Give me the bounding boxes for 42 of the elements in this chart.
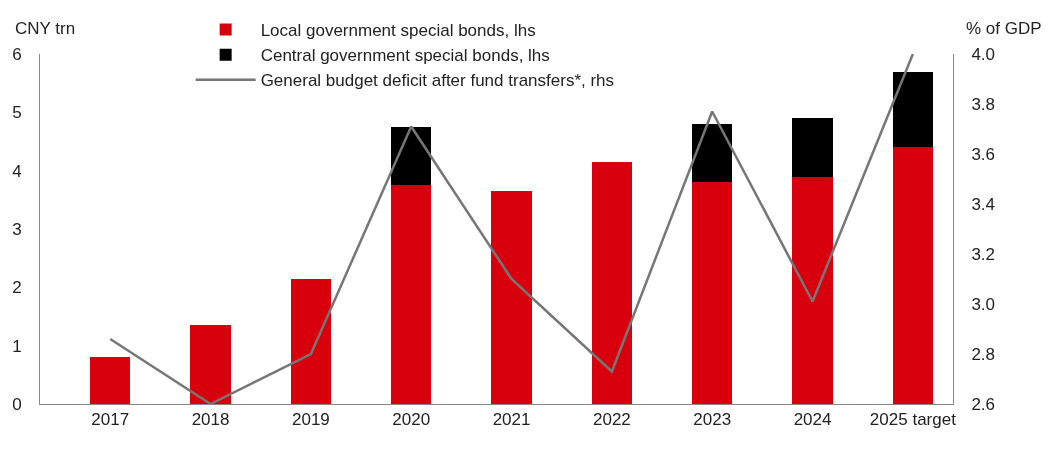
y2-tick-label: 3.4 (971, 194, 996, 214)
bar (591, 161, 632, 404)
y2-tick-label: 4.0 (971, 44, 996, 64)
y-tick-label: 4 (12, 161, 22, 181)
x-tick-label: 2021 (492, 410, 531, 430)
x-tick-label: 2018 (191, 410, 230, 430)
legend-label: Central government special bonds, lhs (260, 46, 550, 66)
x-tick-label: 2025 target (869, 410, 957, 430)
bar (692, 124, 733, 183)
y-tick-label: 3 (12, 219, 22, 239)
bar (491, 191, 532, 404)
y2-tick-label: 2.6 (971, 394, 996, 414)
bar (90, 357, 131, 404)
bar (792, 176, 833, 404)
y2-tick-label: 3.0 (971, 294, 996, 314)
x-tick-label: 2020 (392, 410, 431, 430)
y-tick-label: 6 (12, 44, 22, 64)
bar (792, 118, 833, 177)
y2-tick-label: 3.6 (971, 144, 996, 164)
bar (391, 126, 432, 186)
bar (391, 185, 432, 404)
y2-tick-label: 3.8 (971, 94, 996, 114)
y-tick-label: 1 (12, 336, 22, 356)
y-tick-label: 5 (12, 103, 22, 123)
x-tick-label: 2023 (693, 410, 732, 430)
bar (190, 325, 231, 404)
bar (892, 147, 933, 404)
y2-tick-label: 2.8 (971, 344, 996, 364)
y2-tick-label: 3.2 (971, 244, 996, 264)
legend-label: General budget deficit after fund transfers*, rhs (260, 71, 615, 91)
y-tick-label: 0 (12, 394, 22, 414)
bar (290, 278, 331, 404)
legend-label: Local government special bonds, lhs (260, 21, 536, 41)
x-tick-label: 2024 (793, 410, 832, 430)
x-tick-label: 2019 (291, 410, 330, 430)
y-tick-label: 2 (12, 278, 22, 298)
bar (692, 182, 733, 404)
x-tick-label: 2022 (592, 410, 631, 430)
bar (892, 71, 933, 148)
y2-axis-title: % of GDP (966, 19, 1042, 38)
y-axis-title: CNY trn (15, 19, 76, 38)
x-tick-label: 2017 (91, 410, 130, 430)
